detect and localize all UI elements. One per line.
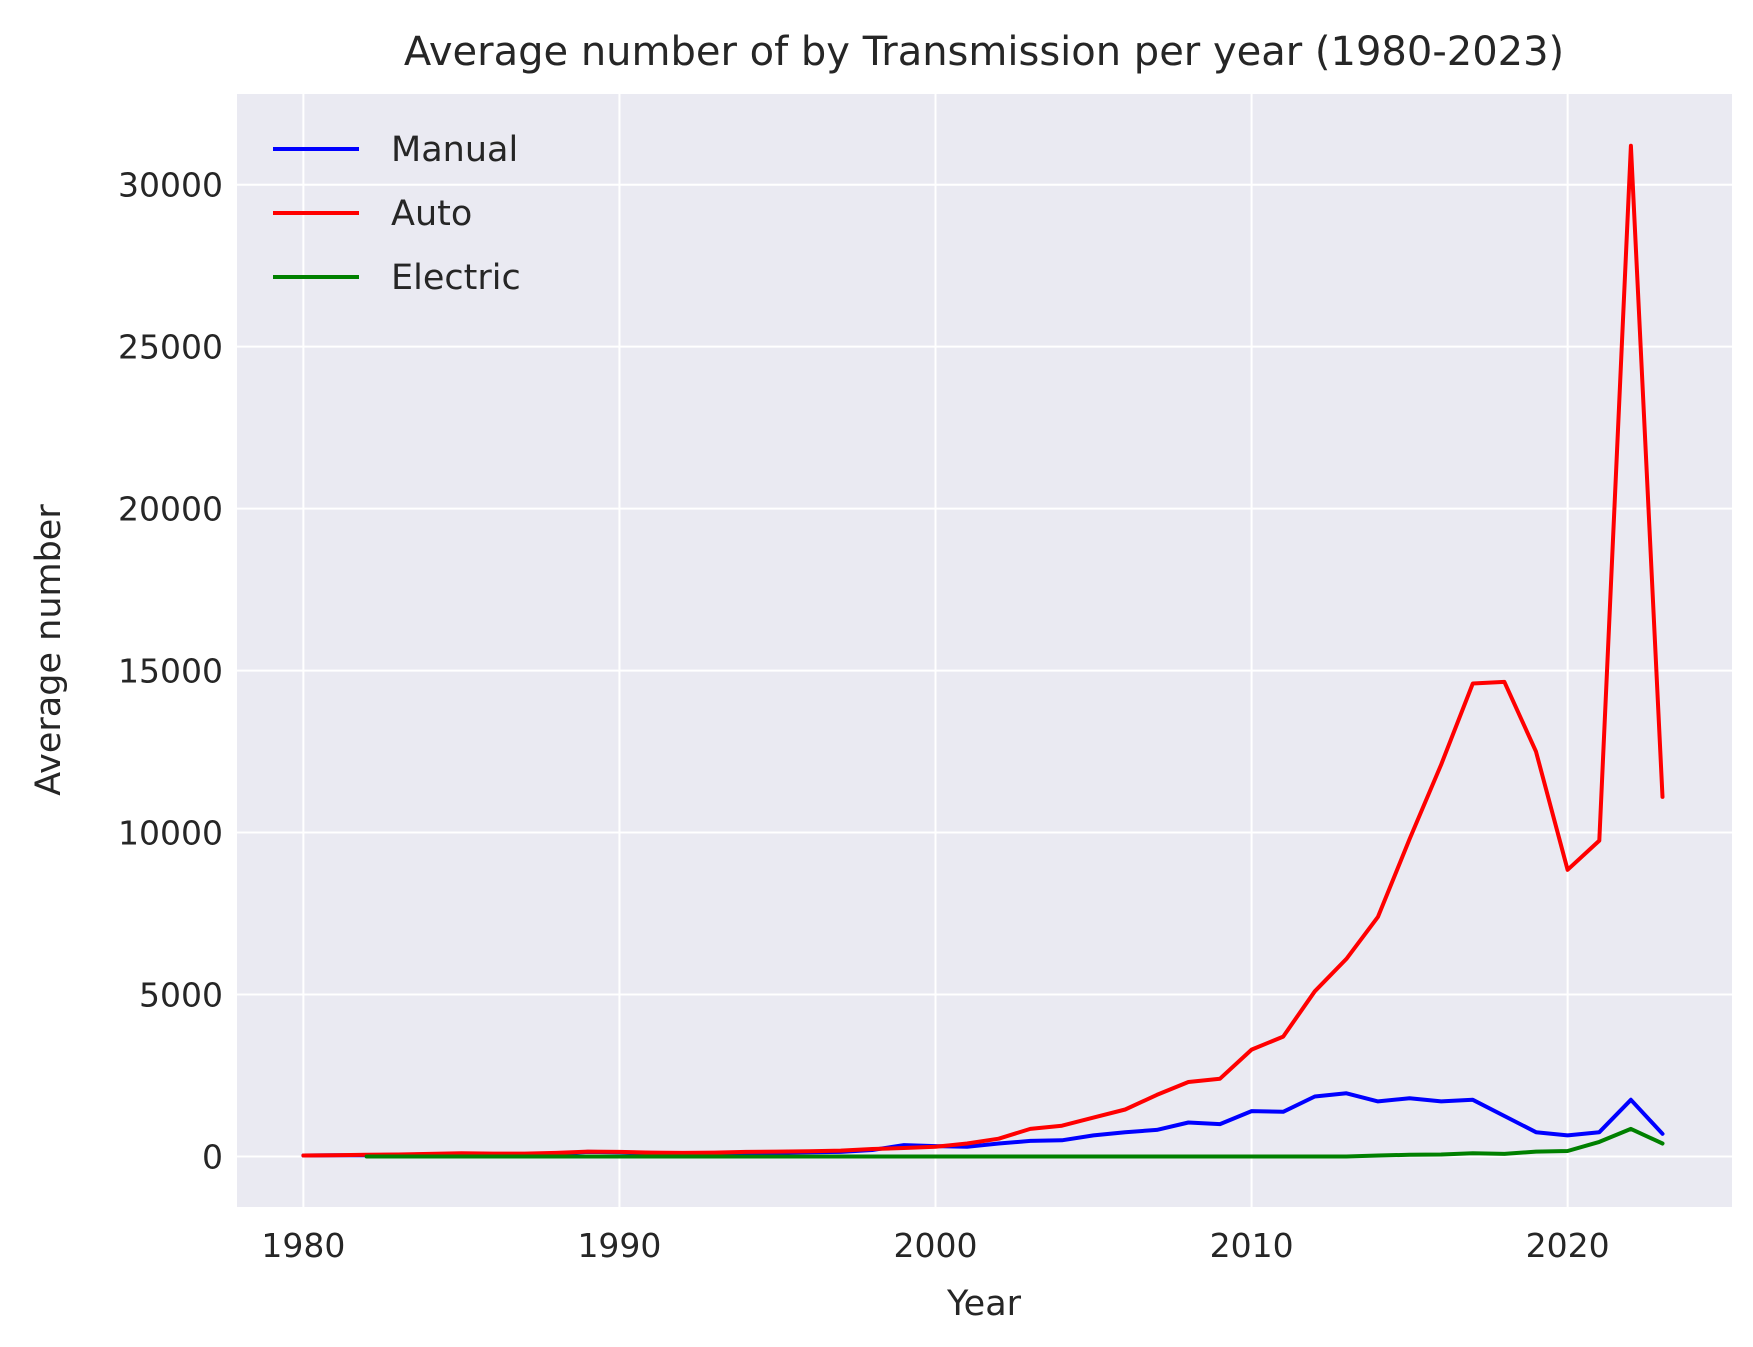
y-tick-label: 5000 [139,976,223,1015]
y-axis-label: Average number [29,504,69,796]
plot-area [237,94,1732,1207]
y-tick-label: 15000 [118,652,223,691]
series-lines [301,143,1665,1159]
chart-title: Average number of by Transmission per ye… [404,29,1564,75]
x-axis-label: Year [946,1284,1022,1324]
legend: Manual Auto Electric [273,130,521,298]
x-tick-label: 2010 [1210,1226,1294,1265]
x-tick-label: 1980 [261,1226,345,1265]
legend-label: Manual [391,130,518,170]
y-tick-label: 30000 [118,166,223,205]
legend-label: Electric [391,258,521,298]
y-tick-label: 10000 [118,814,223,853]
y-tick-label: 25000 [118,328,223,367]
x-tick-label: 2020 [1526,1226,1610,1265]
series-line-auto [301,143,1665,1158]
series-line-electric [364,1126,1665,1159]
x-tick-label: 1990 [577,1226,661,1265]
tick-labels: 1980 1990 2000 2010 2020 0 5000 10000 15000 20000… [118,166,1610,1265]
x-tick-label: 2000 [894,1226,978,1265]
legend-label: Auto [391,194,472,234]
grid [237,94,1732,1207]
y-tick-label: 20000 [118,490,223,529]
y-tick-label: 0 [202,1137,223,1176]
